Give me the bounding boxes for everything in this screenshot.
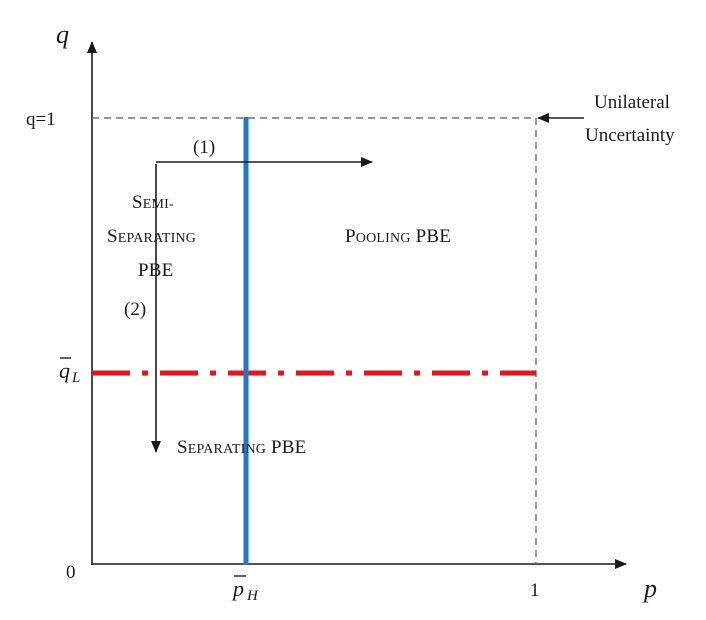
y-tick-q-bar-l: q L xyxy=(59,357,80,386)
y-tick-q-equals-one: q=1 xyxy=(26,109,56,130)
y-axis-label: q xyxy=(56,20,69,49)
separating-pbe-label: SEPARATING PBE xyxy=(177,437,306,458)
p-bar-subscript: H xyxy=(246,588,259,604)
x-axis-label: p xyxy=(642,574,657,603)
q-bar-symbol: q xyxy=(59,358,70,383)
x-tick-p-bar-h: p H xyxy=(231,575,259,604)
unilateral-label-line1: Unilateral xyxy=(594,92,670,113)
p-bar-symbol: p xyxy=(231,576,244,601)
x-tick-one: 1 xyxy=(530,580,540,601)
arrow-1-label: (1) xyxy=(193,137,215,158)
semi-separating-line2: SEPARATING xyxy=(107,226,196,247)
origin-label: 0 xyxy=(66,562,76,583)
arrow-2-label: (2) xyxy=(124,299,146,320)
unilateral-label-line2: Uncertainty xyxy=(585,125,675,146)
pooling-pbe-label: POOLING PBE xyxy=(345,226,451,247)
semi-separating-line1: SEMI- xyxy=(132,192,174,213)
q-bar-subscript: L xyxy=(71,370,80,386)
semi-separating-line3: PBE xyxy=(138,260,173,281)
